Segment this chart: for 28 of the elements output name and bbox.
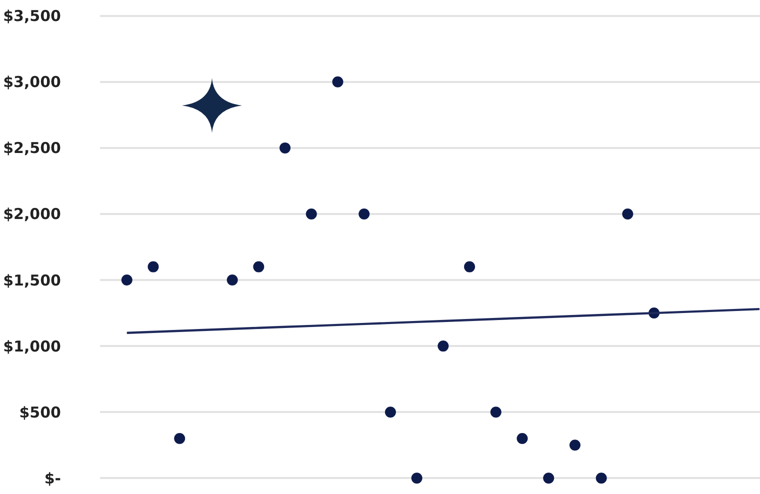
point: [516, 433, 528, 444]
point: [569, 440, 580, 451]
point: [543, 472, 554, 484]
point: [226, 274, 238, 286]
y-tick-label: $2,500: [3, 139, 61, 158]
point: [253, 261, 264, 272]
y-tick-label: $-: [44, 469, 61, 488]
point: [280, 142, 291, 154]
y-tick-label: $3,000: [3, 73, 61, 92]
y-tick-label: $500: [19, 403, 61, 422]
point: [596, 472, 607, 484]
point: [174, 433, 186, 444]
point: [490, 406, 502, 418]
point: [622, 208, 634, 220]
line-series: [126, 308, 760, 334]
point: [121, 274, 132, 286]
point: [411, 472, 422, 484]
point: [438, 340, 449, 352]
point: [332, 76, 344, 88]
point: [148, 261, 159, 272]
y-tick-label: $2,000: [3, 205, 61, 224]
point: [384, 406, 396, 418]
y-tick-label: $3,500: [3, 7, 61, 26]
point: [306, 208, 317, 220]
y-tick-label: $1,500: [3, 271, 61, 290]
point: [464, 261, 476, 272]
point: [358, 208, 370, 220]
y-tick-label: $1,000: [3, 337, 61, 356]
